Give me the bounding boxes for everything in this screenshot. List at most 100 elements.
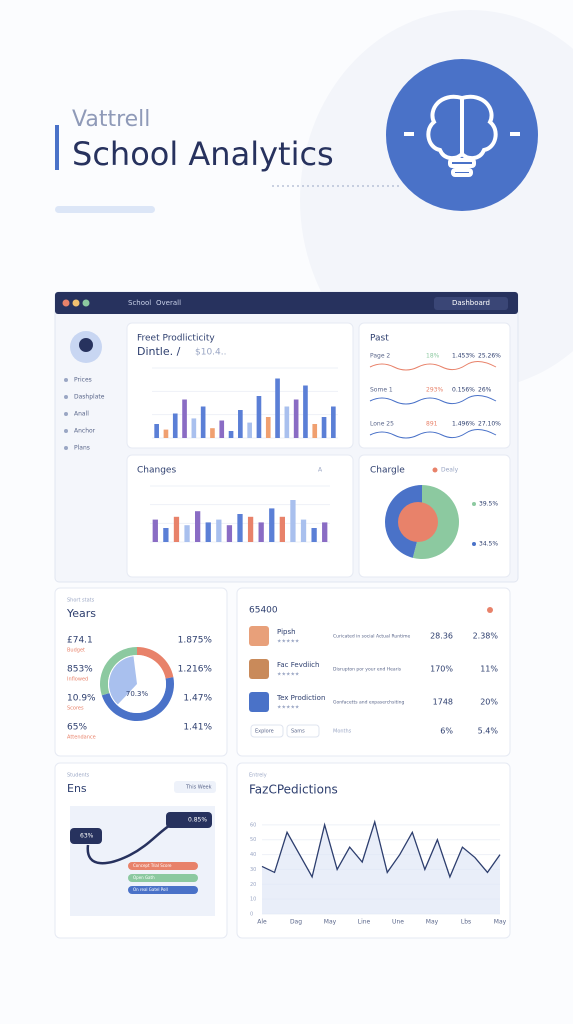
menu: A [318,467,323,474]
nav-icon [64,429,68,433]
x-tick-label: May [494,919,507,926]
bar [237,514,243,542]
label: Years [66,607,96,620]
legend-note: 39.5% [479,501,498,508]
card [358,322,511,449]
title: School Analytics [72,135,334,173]
x-tick-label: Une [392,919,404,926]
dot [62,299,70,307]
week-button[interactable] [174,781,216,793]
stat-note: Scores [67,706,84,712]
dot [72,299,80,307]
y-tick-label: 50 [250,837,256,843]
bar [290,500,296,542]
y-tick-label: 40 [250,852,256,858]
bar [173,516,180,542]
subtitle: Dintle. / [137,345,181,358]
bar [210,428,215,438]
line [261,819,501,879]
bar [256,396,262,438]
titlebar [55,292,518,314]
bar [172,413,178,438]
cell: 18% [426,353,440,360]
bar [258,522,264,542]
nav-item: Prices [74,377,92,384]
inner-disc [398,502,438,542]
pill [55,206,155,213]
bar [184,525,190,542]
footer-value: 5.4% [478,727,499,736]
cell: 1.496% [452,421,475,428]
y-tick-label: 20 [250,882,256,888]
avatar-head [79,338,93,352]
bar [322,522,328,542]
legend-dot [432,467,438,473]
label: Past [370,334,389,344]
x-tick-label: Lbs [461,919,471,926]
stat-note: Attendance [67,735,96,741]
cell: 891 [426,421,438,428]
nav-item: Dashplate [74,394,105,401]
dashboard-button[interactable] [434,297,508,310]
small-label: Students [67,773,90,779]
brain-icon [404,94,520,177]
stat-note: Budget [67,648,85,654]
pill [128,874,198,882]
x-tick-label: May [426,919,439,926]
nav-icon [64,446,68,450]
pie-slice [101,677,175,722]
bar [200,406,206,438]
footer-label: Months [333,729,352,735]
stat: £74.1 [67,636,93,646]
bar [191,418,197,438]
label: Ens [67,782,87,795]
footer-label: Explore [255,729,274,735]
legend-dot [472,542,476,546]
tab: School [128,299,151,307]
bar [247,422,252,438]
y-tick-label: 10 [250,897,256,903]
stars: ★★★★★ [277,672,300,678]
tab: Overall [156,299,181,307]
x-tick-label: May [324,919,337,926]
label: FazCPedictions [249,783,338,797]
sparkline [369,429,497,439]
pie-slice [99,647,137,696]
row-label: Lone 25 [370,421,394,428]
row-desc: Curicated in social Actual Runtime [333,634,410,640]
footer-value: 6% [440,727,453,736]
pill-label: On real Gatel Poll [133,887,168,892]
bar [311,528,317,542]
footer-button[interactable] [250,724,284,738]
bar [279,516,285,542]
nav-icon [64,412,68,416]
footer-button[interactable] [286,724,320,738]
row-pct: 11% [480,665,498,674]
row-num: 1748 [433,698,453,707]
nav-item: Anchor [74,428,96,435]
row-num: 170% [430,665,453,674]
stat-note: Inflowed [67,677,88,683]
donut-inner [108,656,137,705]
bar [293,399,299,438]
legend-note: 34.5% [479,541,498,548]
bubble-label: 63% [80,833,94,840]
value: $10.4.. [195,348,227,358]
area [262,821,500,914]
accent-bar [55,125,59,170]
curve [86,820,176,865]
row-pct: 20% [480,698,498,707]
row-name: Tex Prodiction [276,694,325,702]
stat: 853% [67,665,93,675]
row-name: Pipsh [277,628,296,636]
pill-label: Concept Trial Score [133,863,172,868]
row-num: 28.36 [430,632,453,641]
bar [275,378,280,438]
stars: ★★★★★ [277,639,300,645]
pill-label: Open Gath [133,875,155,880]
button-label: This Week [185,785,212,791]
x-tick-label: Dag [290,919,302,926]
dot [82,299,90,307]
bar [247,516,254,542]
bar [300,519,307,542]
